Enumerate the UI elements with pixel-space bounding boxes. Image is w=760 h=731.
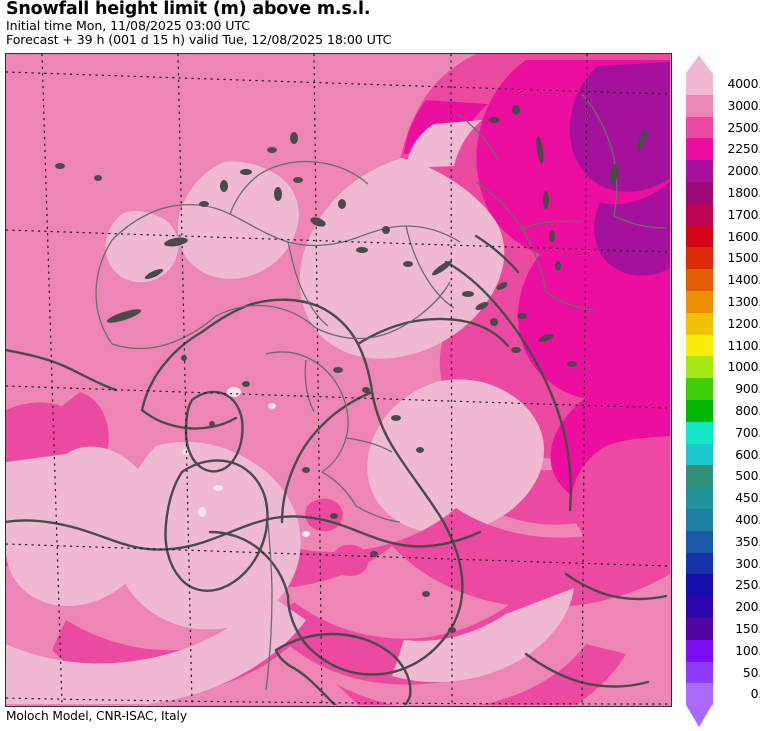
colorbar-swatch — [686, 399, 713, 422]
colorbar-label: 150. — [735, 620, 760, 636]
colorbar-swatch — [686, 683, 713, 706]
colorbar-label: 1300. — [727, 293, 760, 309]
colorbar-swatch — [686, 94, 713, 117]
colorbar-swatch — [686, 203, 713, 226]
model-credit: Moloch Model, CNR-ISAC, Italy — [6, 709, 187, 723]
field-lightpink-sard — [115, 441, 301, 630]
colorbar-swatch — [686, 552, 713, 575]
initial-time-line: Initial time Mon, 11/08/2025 03:00 UTC — [6, 18, 250, 33]
colorbar-swatch — [686, 465, 713, 488]
colorbar-swatch — [686, 574, 713, 597]
colorbar-label: 1200. — [727, 315, 760, 331]
colorbar-label: 500. — [735, 468, 760, 484]
colorbar-swatch — [686, 639, 713, 662]
colorbar-swatch — [686, 487, 713, 509]
colorbar-label: 200. — [735, 599, 760, 615]
field-lightpink-adriatic — [367, 379, 544, 534]
page-title: Snowfall height limit (m) above m.s.l. — [6, 0, 371, 19]
colorbar-label: 3000. — [727, 97, 760, 113]
colorbar-label: 800. — [735, 402, 760, 418]
colorbar-swatch — [686, 116, 713, 139]
colorbar-label: 0. — [750, 686, 760, 702]
colorbar: 4000. 3000. 2500. 2250. 2000. 1800. 1700. 1600.… — [684, 55, 760, 728]
colorbar-label: 1100. — [727, 337, 760, 353]
field-lightpink-alps — [177, 161, 299, 279]
colorbar-swatch — [686, 269, 713, 291]
colorbar-swatch — [686, 247, 713, 270]
colorbar-label: 350. — [735, 533, 760, 549]
coastlines — [6, 234, 668, 705]
colorbar-swatch — [686, 160, 713, 182]
colorbar-swatch — [686, 508, 713, 531]
colorbar-label: 2000. — [727, 163, 760, 179]
colorbar-label: 1700. — [727, 206, 760, 222]
colorbar-label: 450. — [735, 490, 760, 506]
colorbar-label: 400. — [735, 511, 760, 527]
colorbar-underflow-arrow — [686, 705, 712, 728]
colorbar-label: 50. — [742, 664, 760, 680]
field-hotpink-mini2 — [331, 544, 369, 576]
colorbar-label: 1400. — [727, 272, 760, 288]
colorbar-swatch — [686, 596, 713, 618]
field-hotpink-med — [6, 488, 670, 608]
colorbar-label: 600. — [735, 446, 760, 462]
colorbar-label: 100. — [735, 642, 760, 658]
colorbar-swatch — [686, 617, 713, 640]
colorbar-swatches — [686, 73, 713, 706]
colorbar-swatch — [686, 73, 713, 95]
colorbar-label: 250. — [735, 577, 760, 593]
country-borders — [95, 93, 667, 691]
colorbar-swatch — [686, 356, 713, 379]
map-svg — [6, 54, 670, 705]
field-lightpink-e2 — [392, 588, 574, 683]
field-hotpink-ionian — [336, 644, 626, 705]
colorbar-label: 1500. — [727, 250, 760, 266]
colorbar-swatch — [686, 181, 713, 204]
colorbar-label: 700. — [735, 424, 760, 440]
colorbar-label: 1600. — [727, 228, 760, 244]
colorbar-label: 4000. — [727, 75, 760, 91]
colorbar-label: 2250. — [727, 141, 760, 157]
field-lightpink-sicilyS — [6, 594, 306, 704]
colorbar-swatch — [686, 443, 713, 466]
terrain-flecks — [55, 105, 647, 633]
field-purple-ne2 — [594, 182, 670, 276]
colorbar-swatch — [686, 312, 713, 335]
colorbar-label: 1000. — [727, 359, 760, 375]
colorbar-swatch — [686, 138, 713, 161]
field-lightpink-po — [299, 158, 505, 359]
field-lightpink-ne-wedge — [406, 120, 482, 168]
colorbar-swatch — [686, 334, 713, 357]
colorbar-swatch — [686, 378, 713, 400]
colorbar-overflow-arrow — [686, 55, 712, 73]
field-hotpink-e — [571, 436, 670, 555]
colorbar-swatch — [686, 421, 713, 444]
colorbar-label: 2500. — [727, 119, 760, 135]
map-canvas[interactable] — [5, 53, 672, 707]
graticule — [6, 54, 670, 705]
field-purple-ne — [569, 62, 670, 192]
colorbar-swatch — [686, 225, 713, 248]
colorbar-label: 300. — [735, 555, 760, 571]
colorbar-label: 1800. — [727, 184, 760, 200]
colorbar-swatch — [686, 290, 713, 313]
forecast-line: Forecast + 39 h (001 d 15 h) valid Tue, … — [6, 32, 392, 47]
colorbar-label: 900. — [735, 381, 760, 397]
header: Snowfall height limit (m) above m.s.l. I… — [6, 0, 706, 47]
colorbar-swatch — [686, 530, 713, 553]
field-speckles — [182, 387, 310, 537]
colorbar-swatch — [686, 661, 713, 684]
